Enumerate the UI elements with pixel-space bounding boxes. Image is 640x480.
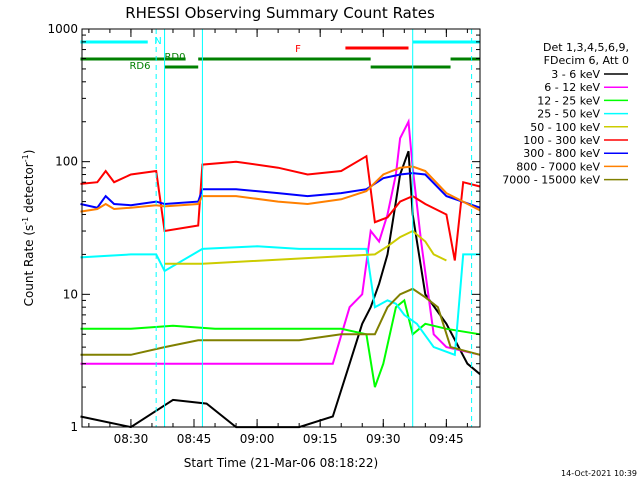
- y-tick-label: 100: [55, 155, 78, 169]
- flag-label-f: F: [295, 44, 301, 55]
- legend-label-25-50-kev: 25 - 50 keV: [537, 108, 600, 121]
- legend-label-12-25-kev: 12 - 25 keV: [537, 94, 600, 107]
- legend-label-6-12-kev: 6 - 12 keV: [544, 81, 600, 94]
- x-tick-label: 08:30: [114, 432, 149, 446]
- x-tick-label: 09:15: [303, 432, 338, 446]
- series-line-300-800-kev: [80, 172, 481, 209]
- series-line-6-12-kev: [80, 118, 481, 365]
- series-line-800-7000-kev: [80, 165, 481, 213]
- y-tick-label: 1000: [47, 22, 78, 36]
- legend-label-800-7000-kev: 800 - 7000 keV: [516, 160, 600, 173]
- x-axis-label: Start Time (21-Mar-06 08:18:22): [184, 456, 378, 470]
- series-line-50-100-kev: [164, 229, 447, 265]
- legend-label-3-6-kev: 3 - 6 keV: [551, 68, 600, 81]
- flag-label-rd6: RD6: [129, 61, 150, 72]
- legend-label-50-100-kev: 50 - 100 keV: [530, 121, 600, 134]
- x-tick-label: 09:30: [366, 432, 401, 446]
- x-tick-label: 08:45: [177, 432, 212, 446]
- y-axis-label: Count Rate (s-1 detector-1): [21, 150, 36, 307]
- flag-label-rd0: RD0: [164, 52, 185, 63]
- series-line-12-25-kev: [80, 298, 481, 388]
- series-line-100-300-kev: [80, 154, 481, 261]
- chart-title: RHESSI Observing Summary Count Rates: [125, 4, 435, 22]
- legend-header-line-1: Det 1,3,4,5,6,9,: [543, 41, 629, 54]
- y-tick-label: 10: [63, 287, 78, 301]
- x-tick-label: 09:45: [429, 432, 464, 446]
- series-line-7000-15000-kev: [80, 287, 481, 356]
- series-line-3-6-kev: [80, 150, 481, 429]
- legend-header-line-2: FDecim 6, Att 0: [544, 54, 629, 67]
- y-tick-label: 1: [70, 420, 78, 434]
- legend-label-100-300-kev: 100 - 300 keV: [523, 134, 600, 147]
- plot-timestamp: 14-Oct-2021 10:39: [561, 469, 637, 478]
- status-flags: N F RD0 RD6: [80, 36, 480, 72]
- flag-label-n: N: [154, 36, 161, 47]
- legend-label-300-800-kev: 300 - 800 keV: [523, 147, 600, 160]
- axis-ticks: 08:30 08:45 09:00 09:15 09:30 09:45 1 10 100 1000: [47, 22, 480, 446]
- x-tick-label: 09:00: [240, 432, 275, 446]
- plot-frame: [81, 28, 481, 428]
- series-line-25-50-kev: [80, 245, 480, 357]
- series-lines: [80, 118, 481, 429]
- vertical-markers: [155, 29, 473, 427]
- legend-label-7000-15000-kev: 7000 - 15000 keV: [502, 174, 600, 187]
